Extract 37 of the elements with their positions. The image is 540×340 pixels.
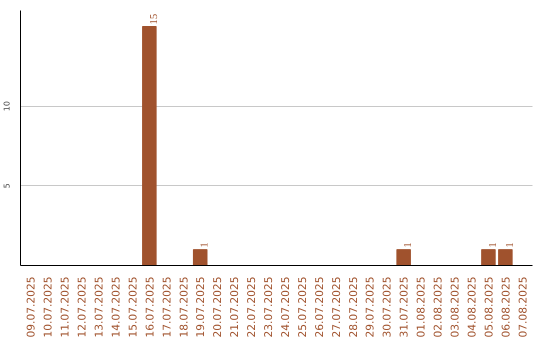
- x-tick-label: 30.07.2025: [380, 276, 394, 338]
- x-tick-label: 06.08.2025: [499, 276, 512, 338]
- x-tick-label: 10.07.2025: [42, 276, 55, 338]
- x-tick-label: 21.07.2025: [228, 276, 242, 338]
- x-tick-label: 12.07.2025: [76, 276, 89, 338]
- x-tick-label: 05.08.2025: [482, 276, 496, 338]
- data-label: 15: [148, 14, 160, 24]
- x-tick-label: 28.07.2025: [346, 276, 360, 338]
- data-label: 1: [200, 242, 211, 248]
- x-tick-label: 02.08.2025: [432, 276, 445, 338]
- x-tick-label: 29.07.2025: [364, 276, 377, 338]
- x-tick-label: 01.08.2025: [414, 276, 428, 338]
- x-tick-label: 15.07.2025: [126, 276, 140, 338]
- data-label: 1: [488, 242, 499, 248]
- x-tick-label: 19.07.2025: [194, 276, 208, 338]
- x-tick-label: 24.07.2025: [278, 276, 292, 338]
- x-tick-label: 14.07.2025: [109, 276, 122, 338]
- x-tick-label: 20.07.2025: [211, 276, 224, 338]
- x-tick-label: 26.07.2025: [312, 276, 326, 338]
- x-tick-label: 09.07.2025: [24, 276, 38, 338]
- y-tick-label: 5: [2, 183, 12, 188]
- x-tick-label: 16.07.2025: [143, 276, 156, 338]
- x-tick-label: 18.07.2025: [177, 276, 190, 338]
- x-tick-label: 25.07.2025: [296, 276, 309, 338]
- x-tick-label: 27.07.2025: [330, 276, 343, 338]
- x-tick-label: 31.07.2025: [398, 276, 411, 338]
- x-tick-label: 04.08.2025: [465, 276, 478, 338]
- x-tick-label: 07.08.2025: [516, 276, 530, 338]
- x-tick-label: 17.07.2025: [160, 276, 174, 338]
- data-label: 1: [403, 242, 414, 248]
- y-tick-label: 10: [2, 101, 12, 112]
- x-tick-label: 13.07.2025: [92, 276, 106, 338]
- x-tick-label: 23.07.2025: [262, 276, 276, 338]
- x-tick-label: 22.07.2025: [245, 276, 258, 338]
- x-tick-label: 11.07.2025: [58, 276, 72, 338]
- data-label: 1: [504, 242, 516, 248]
- x-tick-label: 03.08.2025: [448, 276, 462, 338]
